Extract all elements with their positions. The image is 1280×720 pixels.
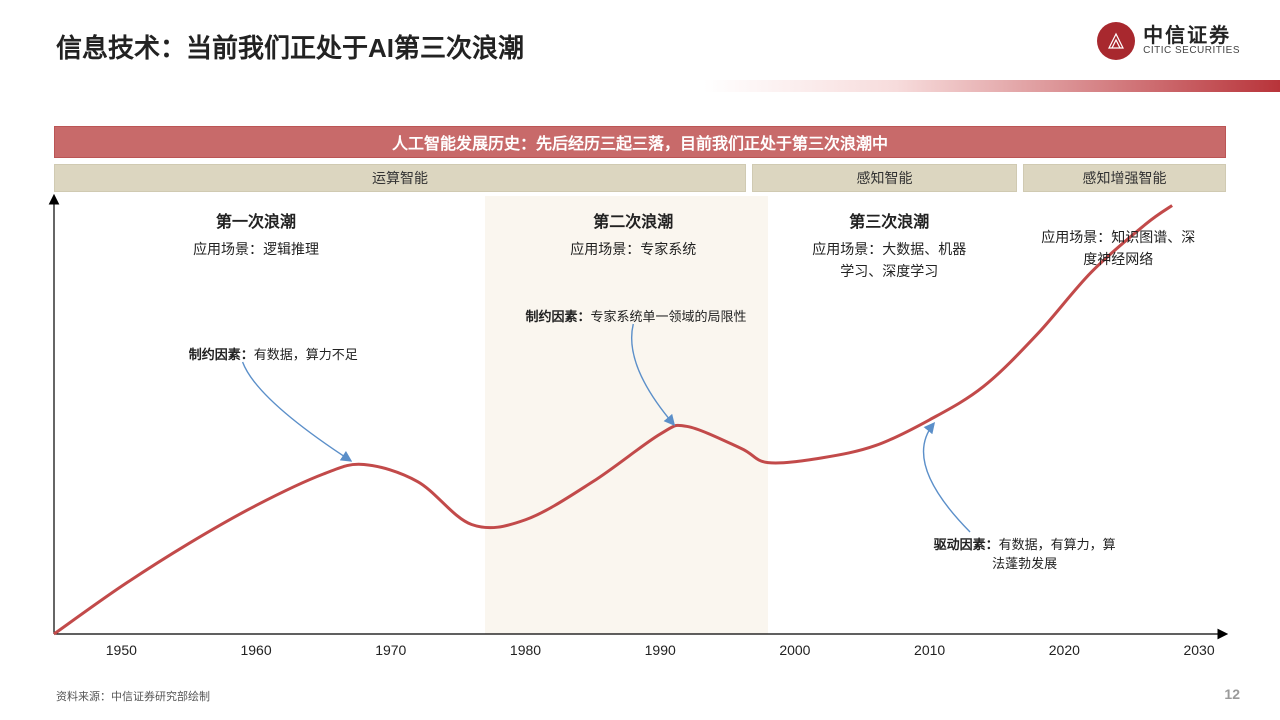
logo-mark-icon bbox=[1097, 22, 1135, 60]
banner: 人工智能发展历史：先后经历三起三落，目前我们正处于第三次浪潮中 bbox=[54, 126, 1226, 158]
x-tick: 1960 bbox=[240, 642, 271, 658]
slide: 信息技术：当前我们正处于AI第三次浪潮 中信证券 CITIC SECURITIE… bbox=[0, 0, 1280, 720]
callout-2: 制约因素：专家系统单一领域的局限性 bbox=[525, 306, 746, 325]
x-tick: 1970 bbox=[375, 642, 406, 658]
wave-2-title: 第二次浪潮 bbox=[570, 210, 696, 236]
x-tick: 2010 bbox=[914, 642, 945, 658]
phase-3: 感知增强智能 bbox=[1023, 164, 1226, 192]
header-stripe bbox=[0, 80, 1280, 92]
brand-logo: 中信证券 CITIC SECURITIES bbox=[1097, 22, 1240, 60]
source-note: 资料来源：中信证券研究部绘制 bbox=[56, 688, 210, 704]
x-tick: 2020 bbox=[1049, 642, 1080, 658]
phase-2: 感知智能 bbox=[752, 164, 1017, 192]
wave-1: 第一次浪潮 应用场景：逻辑推理 bbox=[193, 210, 319, 260]
page-title: 信息技术：当前我们正处于AI第三次浪潮 bbox=[56, 28, 524, 65]
logo-text-cn: 中信证券 bbox=[1143, 26, 1240, 46]
wave-3b-scene: 应用场景：知识图谱、深度神经网络 bbox=[1041, 229, 1195, 267]
wave-3a-scene: 应用场景：大数据、机器学习、深度学习 bbox=[812, 241, 966, 279]
wave-2: 第二次浪潮 应用场景：专家系统 bbox=[570, 210, 696, 260]
x-tick: 2000 bbox=[779, 642, 810, 658]
page-number: 12 bbox=[1224, 686, 1240, 702]
phase-row: 运算智能 感知智能 感知增强智能 bbox=[54, 164, 1226, 192]
wave-2-scene: 应用场景：专家系统 bbox=[570, 241, 696, 257]
timeline-chart: 第一次浪潮 应用场景：逻辑推理 第二次浪潮 应用场景：专家系统 第三次浪潮 应用… bbox=[54, 196, 1226, 658]
wave-1-scene: 应用场景：逻辑推理 bbox=[193, 241, 319, 257]
wave-3b: 应用场景：知识图谱、深度神经网络 bbox=[1038, 226, 1198, 271]
x-tick: 1990 bbox=[645, 642, 676, 658]
x-tick: 2030 bbox=[1183, 642, 1214, 658]
x-tick: 1950 bbox=[106, 642, 137, 658]
logo-text-en: CITIC SECURITIES bbox=[1143, 46, 1240, 56]
wave-3-title: 第三次浪潮 bbox=[809, 210, 969, 236]
x-tick: 1980 bbox=[510, 642, 541, 658]
callout-3: 驱动因素：有数据，有算力，算法蓬勃发展 bbox=[930, 534, 1120, 572]
phase-1: 运算智能 bbox=[54, 164, 746, 192]
callout-1: 制约因素：有数据，算力不足 bbox=[189, 344, 358, 363]
wave-1-title: 第一次浪潮 bbox=[193, 210, 319, 236]
wave-3a: 第三次浪潮 应用场景：大数据、机器学习、深度学习 bbox=[809, 210, 969, 282]
